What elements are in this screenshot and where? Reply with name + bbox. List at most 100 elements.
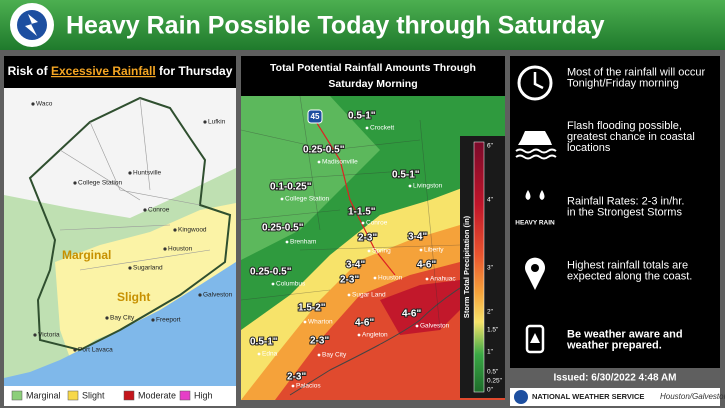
city-dot [285, 240, 289, 244]
city-dot [128, 266, 132, 270]
cwa-outline [28, 96, 232, 352]
city-dot [143, 208, 147, 212]
rain-darkred [380, 280, 470, 335]
rainfall-amount: 2-3" [310, 336, 329, 347]
city-label: Crockett [370, 125, 394, 132]
city-dot [128, 171, 132, 175]
city-dot [367, 249, 371, 253]
rainfall-amount: 0.5-1" [392, 170, 420, 181]
message-line: in the Strongest Storms [567, 206, 682, 218]
rainfall-amount: 0.5-1" [250, 337, 278, 348]
city-label: Port Lavaca [78, 347, 113, 354]
city-dot [203, 120, 207, 124]
raindrop-icon [525, 190, 545, 200]
legend-label: Marginal [26, 390, 61, 400]
city-label: Conroe [366, 220, 388, 227]
scale-label: 2" [487, 309, 494, 316]
footer-office: Houston/Galveston [660, 392, 725, 401]
legend-swatch [123, 390, 135, 401]
header-title: Heavy Rain Possible Today through Saturd… [66, 12, 605, 40]
city-label: Sugarland [133, 265, 163, 272]
city-label: Kingwood [178, 227, 207, 234]
rainfall-amount: 0.25-0.5" [250, 267, 292, 278]
pin-hole [531, 264, 539, 272]
city-dot [33, 333, 37, 337]
message-line: greatest chance in coastal [567, 131, 695, 143]
highway-number: 45 [311, 112, 320, 121]
risk-map: Waco Lufkin Huntsville College Station Conro… [4, 88, 236, 386]
risk-area-label: Marginal [62, 248, 111, 262]
city-dot [408, 184, 412, 188]
pin-icon [525, 257, 545, 290]
message-line: Most of the rainfall will occur [567, 66, 705, 78]
city-label: Galveston [203, 292, 233, 299]
rainfall-amount: 0.25-0.5" [262, 223, 304, 234]
county-line [59, 224, 171, 231]
clock-icon [517, 65, 553, 101]
rainfall-amount: 2-3" [358, 233, 377, 244]
city-dot [361, 221, 365, 225]
city-dot [280, 197, 284, 201]
legend-swatch [11, 390, 23, 401]
alert-icon [530, 333, 540, 343]
city-label: Wharton [308, 319, 333, 326]
city-label: College Station [285, 196, 329, 203]
city-dot [365, 126, 369, 130]
city-label: Houston [378, 275, 403, 282]
county-line [241, 129, 331, 151]
rainfall-amount: 1-1.5" [348, 207, 376, 218]
city-dot [271, 282, 275, 286]
city-dot [198, 293, 202, 297]
city-label: Freeport [156, 317, 181, 324]
city-label: Waco [36, 101, 53, 108]
city-dot [425, 277, 429, 281]
city-dot [317, 353, 321, 357]
county-line [299, 244, 461, 251]
message-line: weather prepared. [566, 339, 662, 351]
city-label: Lufkin [208, 119, 226, 126]
message-line: Tonight/Friday morning [567, 77, 679, 89]
legend-swatch [179, 390, 191, 401]
issued-date: Issued: 6/30/2022 4:48 AM [553, 373, 676, 384]
rainfall-amount: 0.25-0.5" [303, 145, 345, 156]
city-label: Columbus [276, 281, 306, 288]
city-label: Conroe [148, 207, 170, 214]
city-label: Spring [372, 248, 391, 255]
city-dot [419, 248, 423, 252]
scale-label: 1" [487, 349, 494, 356]
county-line [59, 149, 141, 201]
nws-logo-inner [17, 10, 47, 40]
phone-icon [525, 324, 545, 354]
legend-label: High [194, 390, 213, 400]
rain-title-bar [241, 56, 505, 96]
clock-hands [533, 72, 544, 90]
rain-title: Total Potential Rainfall Amounts Through [270, 62, 476, 74]
flood-waves [515, 148, 557, 160]
county-line [299, 96, 321, 231]
legend-swatch [67, 390, 79, 401]
messages-panel [510, 56, 720, 368]
city-dot [151, 318, 155, 322]
city-label: Angleton [362, 332, 388, 339]
county-line [139, 97, 151, 191]
county-line [419, 119, 441, 331]
footer-agency: NATIONAL WEATHER SERVICE [532, 392, 644, 401]
car-icon [518, 131, 552, 145]
city-label: Anahuac [430, 276, 456, 283]
county-line [241, 289, 331, 301]
rainfall-amount: 2-3" [287, 372, 306, 383]
highway [314, 119, 396, 276]
rainfall-amount: 2-3" [340, 275, 359, 286]
scale-label: 0" [487, 387, 494, 394]
city-label: Madisonville [322, 159, 358, 166]
gulf [4, 262, 236, 386]
rainfall-amount: 1.5-2" [298, 303, 326, 314]
scale-label: 3" [487, 265, 494, 272]
highway-shield [307, 109, 323, 124]
rainfall-amount: 0.1-0.25" [270, 182, 312, 193]
city-dot [357, 333, 361, 337]
message-line: locations [567, 142, 611, 154]
city-dot [373, 276, 377, 280]
county-line [119, 189, 201, 206]
